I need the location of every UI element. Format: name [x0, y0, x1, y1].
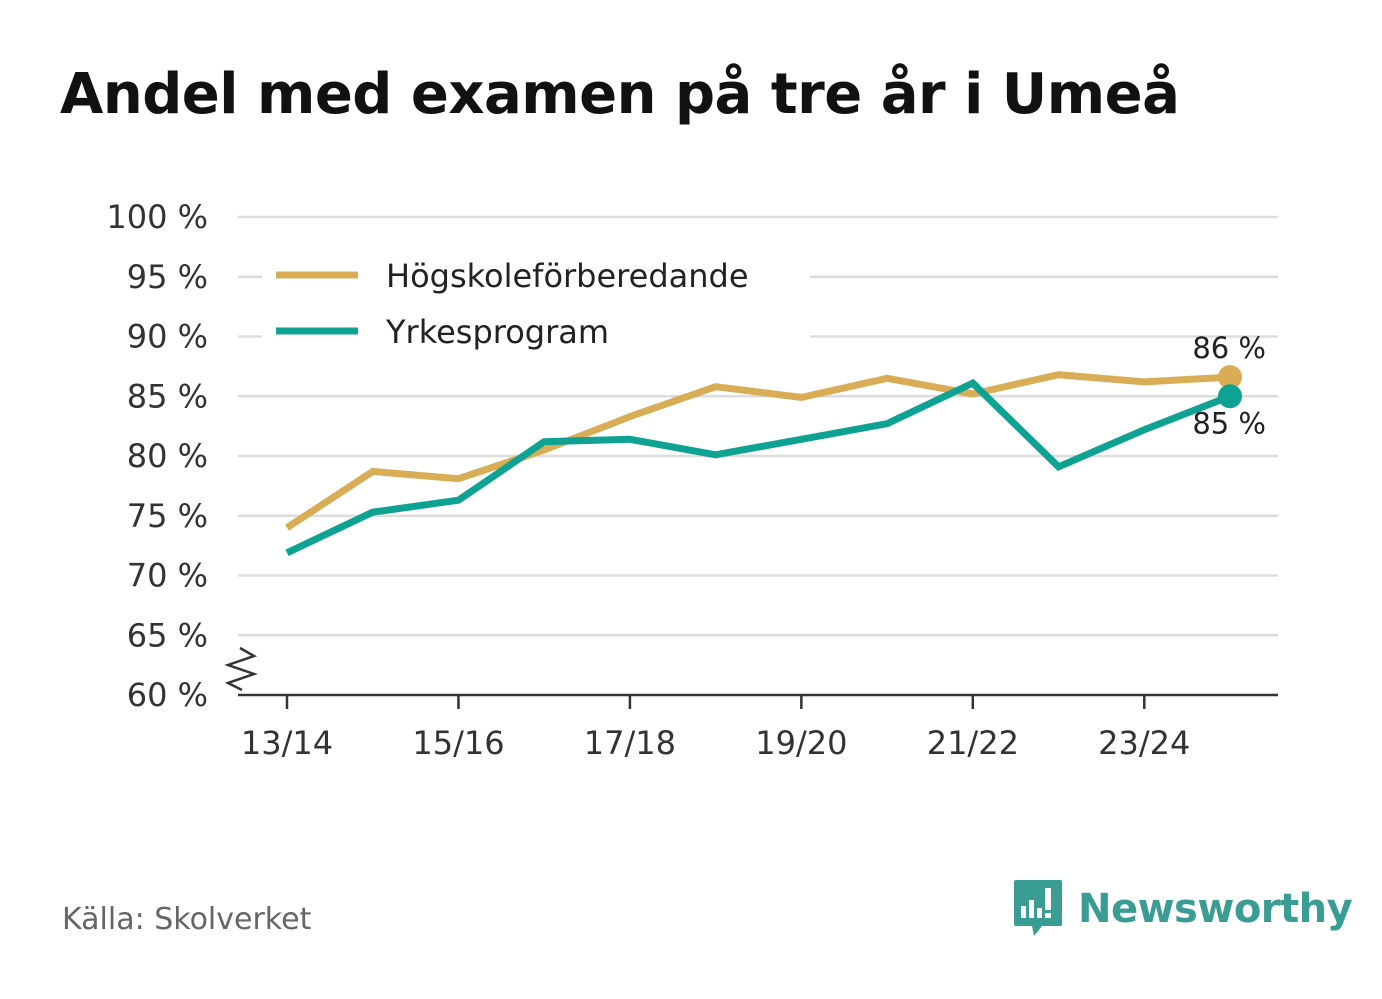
y-tick-label: 90 %	[127, 318, 208, 356]
y-tick-label: 75 %	[127, 497, 208, 535]
x-tick-label: 15/16	[412, 724, 504, 762]
x-tick-label: 23/24	[1098, 724, 1190, 762]
axis-break-icon	[224, 646, 258, 692]
chart-title: Andel med examen på tre år i Umeå	[60, 62, 1180, 127]
source-note: Källa: Skolverket	[62, 902, 312, 937]
newsworthy-logo-icon	[1014, 880, 1062, 936]
y-tick-label: 65 %	[127, 616, 208, 654]
y-tick-label: 70 %	[127, 557, 208, 595]
y-tick-label: 95 %	[127, 258, 208, 296]
series-line-0	[285, 371, 1231, 531]
x-tick-label: 17/18	[584, 724, 676, 762]
series-line-1	[285, 378, 1232, 556]
x-tick-label: 13/14	[241, 724, 333, 762]
legend-label: Yrkesprogram	[385, 313, 609, 351]
y-tick-label: 60 %	[127, 676, 208, 714]
legend-box	[262, 246, 810, 358]
y-tick-label: 80 %	[127, 437, 208, 475]
y-tick-label: 85 %	[127, 377, 208, 415]
legend-label: Högskoleförberedande	[386, 257, 749, 295]
brand-name: Newsworthy	[1078, 886, 1353, 932]
end-point-0	[1218, 365, 1242, 390]
end-point-1	[1218, 384, 1242, 409]
end-label-0: 86 %	[1192, 331, 1266, 365]
brand-logo: Newsworthy	[1012, 878, 1353, 940]
end-label-1: 85 %	[1192, 406, 1266, 440]
x-tick-label: 21/22	[927, 724, 1019, 762]
y-tick-label: 100 %	[106, 198, 208, 236]
x-tick-label: 19/20	[755, 724, 847, 762]
